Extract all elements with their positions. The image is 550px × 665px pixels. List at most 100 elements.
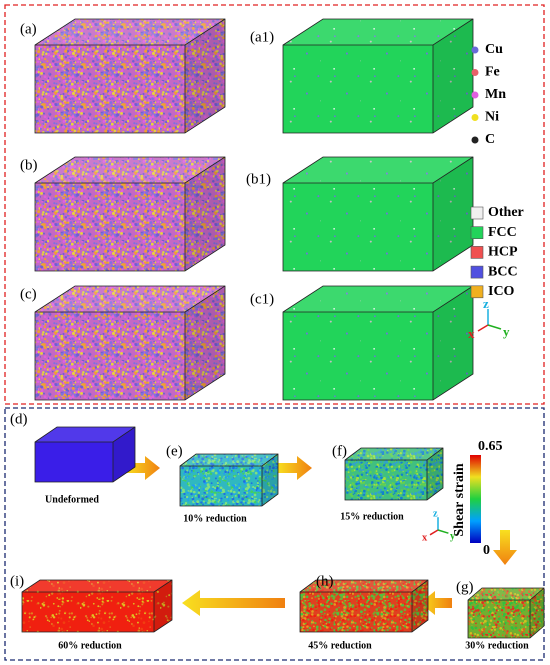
box-edges xyxy=(34,18,226,134)
legend-label: Ni xyxy=(485,110,499,125)
box-shade xyxy=(35,157,225,183)
box-top xyxy=(180,454,278,466)
axis-arrow xyxy=(487,324,502,330)
panel-label: (a1) xyxy=(250,29,274,45)
box-shade xyxy=(185,19,225,133)
legend-dot xyxy=(471,69,479,76)
legend-label: ICO xyxy=(488,284,515,299)
box-shade xyxy=(283,286,473,312)
panel-caption: 30% reduction xyxy=(465,640,529,651)
box-top xyxy=(283,19,473,45)
simulation-box xyxy=(282,285,474,401)
axis-arrow xyxy=(477,324,489,332)
box-edges xyxy=(344,447,444,501)
box-top xyxy=(283,286,473,312)
arrow xyxy=(182,590,285,616)
legend-label: Cu xyxy=(485,42,503,57)
simulation-box xyxy=(344,447,444,501)
colorbar-title: Shear strain xyxy=(452,463,467,536)
legend-label: Mn xyxy=(485,87,506,102)
panel-label: (a) xyxy=(20,21,37,37)
bottom-frame xyxy=(4,407,545,661)
box-front xyxy=(22,592,154,632)
legend-dot xyxy=(471,91,479,99)
box-shade xyxy=(345,448,443,460)
box-shade xyxy=(113,427,135,482)
legend-label: FCC xyxy=(488,225,517,240)
legend-swatch xyxy=(470,246,484,259)
panel-label: (b1) xyxy=(246,171,271,187)
panel-caption: Undeformed xyxy=(45,494,99,505)
panel-label: (i) xyxy=(10,573,24,589)
arrow xyxy=(277,456,312,480)
box-front xyxy=(35,312,185,400)
box-side xyxy=(262,454,278,506)
box-shade xyxy=(185,157,225,271)
box-side xyxy=(185,157,225,271)
box-top xyxy=(22,580,172,592)
box-front xyxy=(283,45,433,133)
box-top xyxy=(283,157,473,183)
simulation-box xyxy=(21,579,173,633)
box-edges xyxy=(21,579,173,633)
box-top xyxy=(35,157,225,183)
legend-dot xyxy=(471,114,479,121)
box-top xyxy=(35,286,225,312)
box-front xyxy=(468,600,530,638)
legend-swatch xyxy=(470,206,484,220)
box-top xyxy=(345,448,443,460)
box-shade xyxy=(22,580,172,592)
legend-label: C xyxy=(485,132,495,147)
box-front xyxy=(35,183,185,271)
axis-label: z xyxy=(483,296,489,311)
box-shade xyxy=(300,580,428,592)
box-shade xyxy=(530,588,544,638)
box-shade xyxy=(412,580,428,632)
panel-label: (b) xyxy=(20,157,38,173)
box-shade xyxy=(283,19,473,45)
box-edges xyxy=(282,156,474,272)
axis-label: x xyxy=(422,532,428,543)
box-top xyxy=(35,19,225,45)
box-top xyxy=(300,580,428,592)
legend-label: Fe xyxy=(485,65,500,80)
legend-swatch xyxy=(470,265,484,279)
simulation-box xyxy=(34,426,136,483)
colorbar-max: 0.65 xyxy=(478,439,503,454)
box-front xyxy=(283,183,433,271)
box-edges xyxy=(282,285,474,401)
legend-label: BCC xyxy=(488,264,518,279)
box-side xyxy=(113,427,135,482)
panel-label: (e) xyxy=(166,443,183,459)
box-side xyxy=(185,286,225,400)
box-edges xyxy=(34,285,226,401)
box-side xyxy=(433,157,473,271)
panel-caption: 10% reduction xyxy=(183,513,247,524)
axis-arrow xyxy=(429,529,439,536)
legend-dot xyxy=(471,136,479,144)
simulation-box xyxy=(34,285,226,401)
box-side xyxy=(433,19,473,133)
box-edges xyxy=(299,579,429,633)
box-side xyxy=(427,448,443,500)
box-shade xyxy=(35,286,225,312)
box-shade xyxy=(283,157,473,183)
box-side xyxy=(412,580,428,632)
simulation-box xyxy=(282,156,474,272)
box-edges xyxy=(34,426,136,483)
box-shade xyxy=(262,454,278,506)
box-edges xyxy=(282,18,474,134)
box-front xyxy=(35,45,185,133)
box-front xyxy=(300,592,412,632)
box-shade xyxy=(433,19,473,133)
box-front xyxy=(283,312,433,400)
simulation-box xyxy=(179,453,279,507)
box-front xyxy=(180,466,262,506)
panel-label: (c1) xyxy=(250,291,274,307)
box-side xyxy=(530,588,544,638)
box-side xyxy=(433,286,473,400)
arrow xyxy=(125,456,160,480)
box-top xyxy=(35,427,135,442)
top-frame xyxy=(4,4,545,405)
